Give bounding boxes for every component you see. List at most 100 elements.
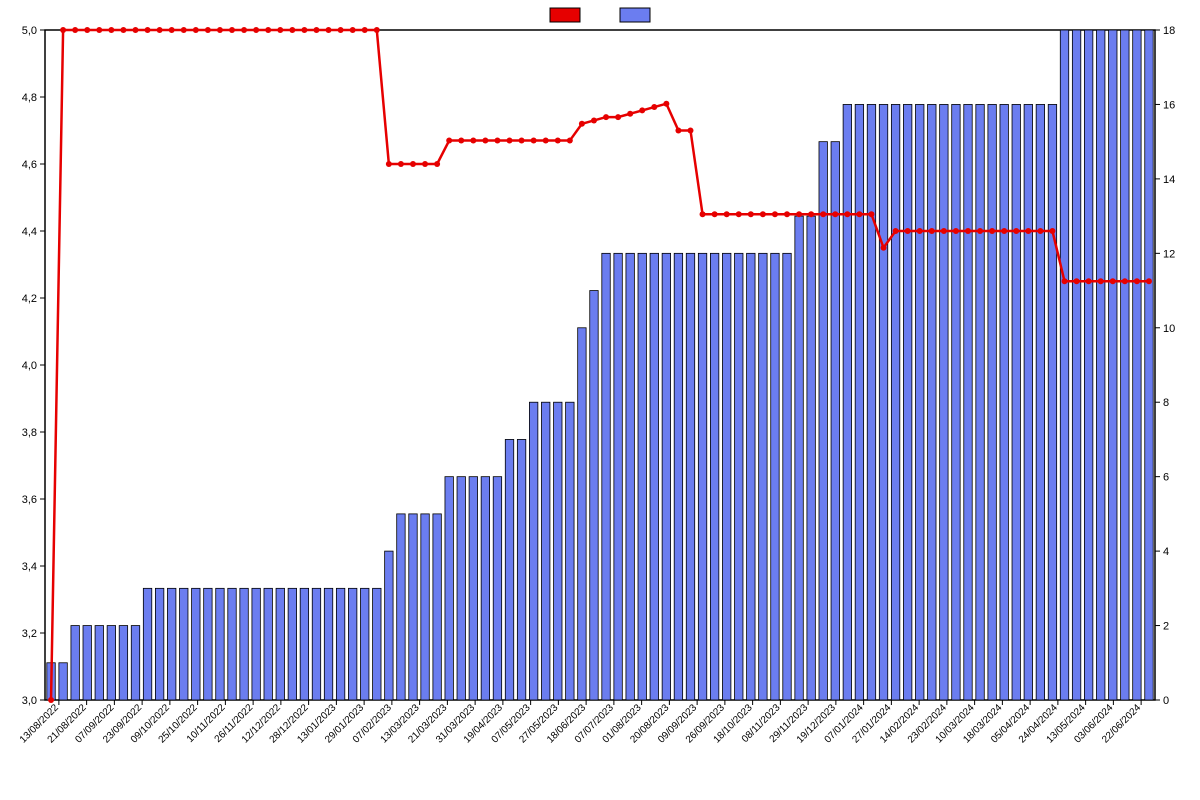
bar xyxy=(819,142,827,700)
line-marker xyxy=(700,211,706,217)
line-marker xyxy=(181,27,187,33)
line-marker xyxy=(205,27,211,33)
line-marker xyxy=(193,27,199,33)
bar xyxy=(469,477,477,700)
line-marker xyxy=(832,211,838,217)
line-marker xyxy=(1037,228,1043,234)
line-marker xyxy=(989,228,995,234)
line-marker xyxy=(1025,228,1031,234)
line-marker xyxy=(217,27,223,33)
line-marker xyxy=(422,161,428,167)
bar xyxy=(964,104,972,700)
bar xyxy=(1000,104,1008,700)
line-marker xyxy=(1013,228,1019,234)
line-marker xyxy=(350,27,356,33)
bar xyxy=(1133,30,1141,700)
bar xyxy=(759,253,767,700)
bar xyxy=(686,253,694,700)
y-left-tick-label: 4,2 xyxy=(22,293,37,305)
y-left-tick-label: 3,0 xyxy=(22,695,37,707)
bar xyxy=(312,588,320,700)
line-marker xyxy=(917,228,923,234)
line-marker xyxy=(494,138,500,144)
y-left-tick-label: 4,8 xyxy=(22,92,37,104)
bar xyxy=(807,216,815,700)
bar xyxy=(554,402,562,700)
bar xyxy=(722,253,730,700)
line-marker xyxy=(410,161,416,167)
line-marker xyxy=(458,138,464,144)
bar xyxy=(614,253,622,700)
line-marker xyxy=(1074,278,1080,284)
y-right-tick-label: 6 xyxy=(1163,472,1169,484)
line-marker xyxy=(555,138,561,144)
bar xyxy=(300,588,308,700)
bar xyxy=(493,477,501,700)
bar xyxy=(288,588,296,700)
bar xyxy=(517,439,525,700)
line-marker xyxy=(338,27,344,33)
bar xyxy=(916,104,924,700)
line-marker xyxy=(651,104,657,110)
line-marker xyxy=(687,128,693,134)
bar xyxy=(541,402,549,700)
y-right-tick-label: 8 xyxy=(1163,397,1169,409)
line-marker xyxy=(277,27,283,33)
line-marker xyxy=(253,27,259,33)
line-marker xyxy=(108,27,114,33)
line-marker xyxy=(567,138,573,144)
y-right-tick-label: 12 xyxy=(1163,248,1175,260)
line-marker xyxy=(157,27,163,33)
legend-swatch xyxy=(620,8,650,22)
bar xyxy=(867,104,875,700)
line-marker xyxy=(977,228,983,234)
bar xyxy=(445,477,453,700)
line-marker xyxy=(96,27,102,33)
y-left-tick-label: 4,4 xyxy=(22,226,37,238)
y-left-tick-label: 3,8 xyxy=(22,427,37,439)
chart-container: 3,03,23,43,63,84,04,24,44,64,85,00246810… xyxy=(0,0,1200,800)
y-left-tick-label: 3,2 xyxy=(22,628,37,640)
line-marker xyxy=(615,114,621,120)
line-marker xyxy=(1122,278,1128,284)
bar xyxy=(590,291,598,700)
line-marker xyxy=(929,228,935,234)
line-marker xyxy=(531,138,537,144)
bar xyxy=(855,104,863,700)
bar xyxy=(988,104,996,700)
bar xyxy=(1048,104,1056,700)
line-marker xyxy=(482,138,488,144)
y-left-tick-label: 4,0 xyxy=(22,360,37,372)
line-marker xyxy=(844,211,850,217)
line-marker xyxy=(772,211,778,217)
line-marker xyxy=(543,138,549,144)
y-left-tick-label: 3,4 xyxy=(22,561,37,573)
line-marker xyxy=(663,101,669,107)
bar xyxy=(216,588,224,700)
line-marker xyxy=(712,211,718,217)
line-marker xyxy=(591,117,597,123)
bar xyxy=(143,588,151,700)
bar xyxy=(529,402,537,700)
bar xyxy=(831,142,839,700)
bar xyxy=(710,253,718,700)
line-marker xyxy=(627,111,633,117)
y-right-tick-label: 4 xyxy=(1163,546,1169,558)
line-marker xyxy=(72,27,78,33)
line-marker xyxy=(326,27,332,33)
bar xyxy=(180,588,188,700)
line-marker xyxy=(169,27,175,33)
line-marker xyxy=(374,27,380,33)
line-marker xyxy=(519,138,525,144)
bar xyxy=(662,253,670,700)
line-marker xyxy=(965,228,971,234)
bar xyxy=(433,514,441,700)
line-marker xyxy=(603,114,609,120)
bar xyxy=(976,104,984,700)
bar xyxy=(107,626,115,700)
line-marker xyxy=(289,27,295,33)
bar xyxy=(783,253,791,700)
line-marker xyxy=(953,228,959,234)
y-right-tick-label: 2 xyxy=(1163,621,1169,633)
bar xyxy=(192,588,200,700)
